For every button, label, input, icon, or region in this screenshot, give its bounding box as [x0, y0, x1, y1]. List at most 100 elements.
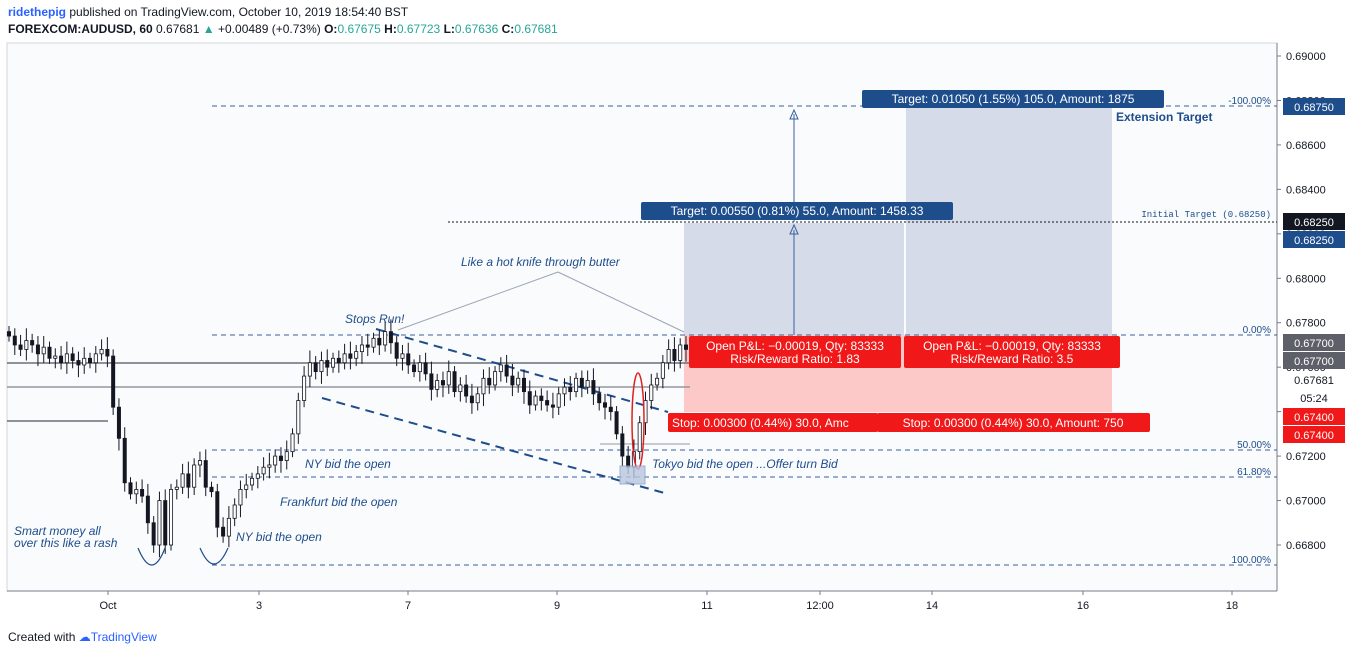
- candle-body: [406, 353, 411, 366]
- candle-body: [197, 460, 202, 466]
- publish-line: ridethepig published on TradingView.com,…: [8, 5, 408, 19]
- candle-body: [180, 473, 185, 488]
- candle-body: [539, 395, 544, 401]
- profit-zone-b[interactable]: [906, 106, 1112, 335]
- entry-price-tag-2: [1283, 352, 1345, 369]
- stop-b-box[interactable]: [877, 413, 1150, 432]
- candle-body: [649, 384, 654, 401]
- candle-body: [597, 393, 602, 404]
- candle-body: [585, 380, 590, 388]
- candle-body: [371, 337, 376, 348]
- x-tick-label: 14: [926, 600, 938, 612]
- candle-body: [672, 348, 677, 361]
- candle-body: [435, 380, 440, 390]
- candle-body: [521, 377, 526, 393]
- candle-body: [469, 395, 474, 404]
- candle-body: [99, 348, 104, 355]
- close-value: 0.67681: [514, 22, 558, 36]
- candle-body: [400, 353, 405, 359]
- extension-target-note: Extension Target: [1116, 110, 1212, 124]
- candle-body: [556, 393, 561, 408]
- stop-a-box[interactable]: [668, 413, 878, 432]
- tokyo-note: Tokyo bid the open ...Offer turn Bid: [652, 457, 838, 471]
- candle-body: [359, 344, 364, 353]
- author-name[interactable]: ridethepig: [8, 5, 67, 19]
- candle-body: [7, 331, 12, 337]
- y-tick-label: 0.67200: [1286, 451, 1326, 463]
- entry-price-text-1: 0.67700: [1294, 338, 1334, 350]
- candle-body: [59, 355, 64, 364]
- close-label: C:: [501, 22, 515, 36]
- x-tick-label: 11: [701, 600, 712, 612]
- candle-body: [111, 355, 116, 408]
- target-a-box[interactable]: [641, 202, 953, 220]
- candle-body: [394, 342, 399, 359]
- pnl-a-box[interactable]: [689, 336, 901, 368]
- rr-b-text: Risk/Reward Ratio: 3.5: [951, 352, 1074, 366]
- candle-body: [342, 353, 347, 364]
- candle-body: [192, 464, 197, 488]
- candle-body: [174, 486, 179, 490]
- candle-body: [481, 377, 486, 395]
- stops-run-note: Stops Run!: [345, 312, 405, 326]
- candle-body: [53, 355, 58, 359]
- tradingview-brand[interactable]: TradingView: [90, 630, 157, 644]
- candle-body: [678, 344, 683, 361]
- candle-body: [140, 489, 145, 497]
- y-tick-label: 0.69000: [1286, 51, 1326, 63]
- candles[interactable]: [7, 319, 689, 558]
- fib-618-label: 61.80%: [1237, 467, 1271, 478]
- price-axis[interactable]: [1277, 43, 1345, 591]
- candle-body: [64, 353, 69, 364]
- last-price-text: 0.67681: [1294, 375, 1334, 387]
- candle-body: [684, 344, 689, 350]
- candle-body: [296, 400, 301, 435]
- candle-body: [504, 364, 509, 377]
- candle-body: [226, 517, 231, 537]
- high-value: 0.67723: [396, 22, 441, 36]
- candle-body: [452, 371, 457, 393]
- open-label: O:: [324, 22, 338, 36]
- channel-upper-line[interactable]: [375, 328, 669, 413]
- hot-knife-pointer-2: [557, 271, 685, 333]
- candle-body: [475, 393, 480, 404]
- fib-minus100-label: -100.00%: [1228, 96, 1271, 107]
- candle-body: [429, 373, 434, 390]
- candle-body: [70, 353, 75, 361]
- x-tick-label: 3: [256, 600, 262, 612]
- tokyo-box[interactable]: [619, 465, 646, 485]
- entry-price-text-2: 0.67700: [1294, 356, 1334, 368]
- target-arrow-a-head: [789, 223, 799, 235]
- created-with-text: Created with: [8, 630, 76, 644]
- ny-bid-note-2: NY bid the open: [236, 530, 322, 544]
- pnl-b-text: Open P&L: −0.00019, Qty: 83333: [923, 339, 1101, 353]
- stop-b-text: Stop: 0.00300 (0.44%) 30.0, Amount: 750: [903, 416, 1124, 430]
- ny-bid-note-1: NY bid the open: [305, 457, 391, 471]
- candle-body: [157, 500, 162, 546]
- candle-body: [267, 464, 272, 468]
- candle-body: [493, 371, 498, 386]
- symbol-line: FOREXCOM:AUDUSD, 60 0.67681 ▲ +0.00489 (…: [8, 22, 558, 36]
- candle-body: [388, 331, 393, 344]
- y-tick-label: 0.67800: [1286, 318, 1326, 330]
- candle-body: [93, 353, 98, 364]
- candle-body: [313, 362, 318, 373]
- pnl-b-box[interactable]: [904, 336, 1120, 368]
- candle-body: [545, 400, 550, 406]
- candle-body: [562, 386, 567, 395]
- candle-body: [579, 377, 584, 388]
- candle-body: [464, 384, 469, 397]
- x-tick-label: 16: [1077, 600, 1089, 612]
- candle-body: [203, 460, 208, 488]
- candle-body: [383, 331, 388, 346]
- hot-knife-pointer-1: [397, 271, 559, 331]
- candle-body: [550, 404, 555, 408]
- low-label: L:: [443, 22, 455, 36]
- tradingview-logo-icon[interactable]: ☁: [78, 630, 91, 644]
- target-b-box[interactable]: [862, 90, 1164, 108]
- candle-body: [336, 357, 341, 364]
- up-arrow-icon: ▲: [202, 22, 215, 36]
- stop-price-text-2: 0.67400: [1294, 430, 1334, 442]
- y-tick-label: 0.67000: [1286, 496, 1326, 508]
